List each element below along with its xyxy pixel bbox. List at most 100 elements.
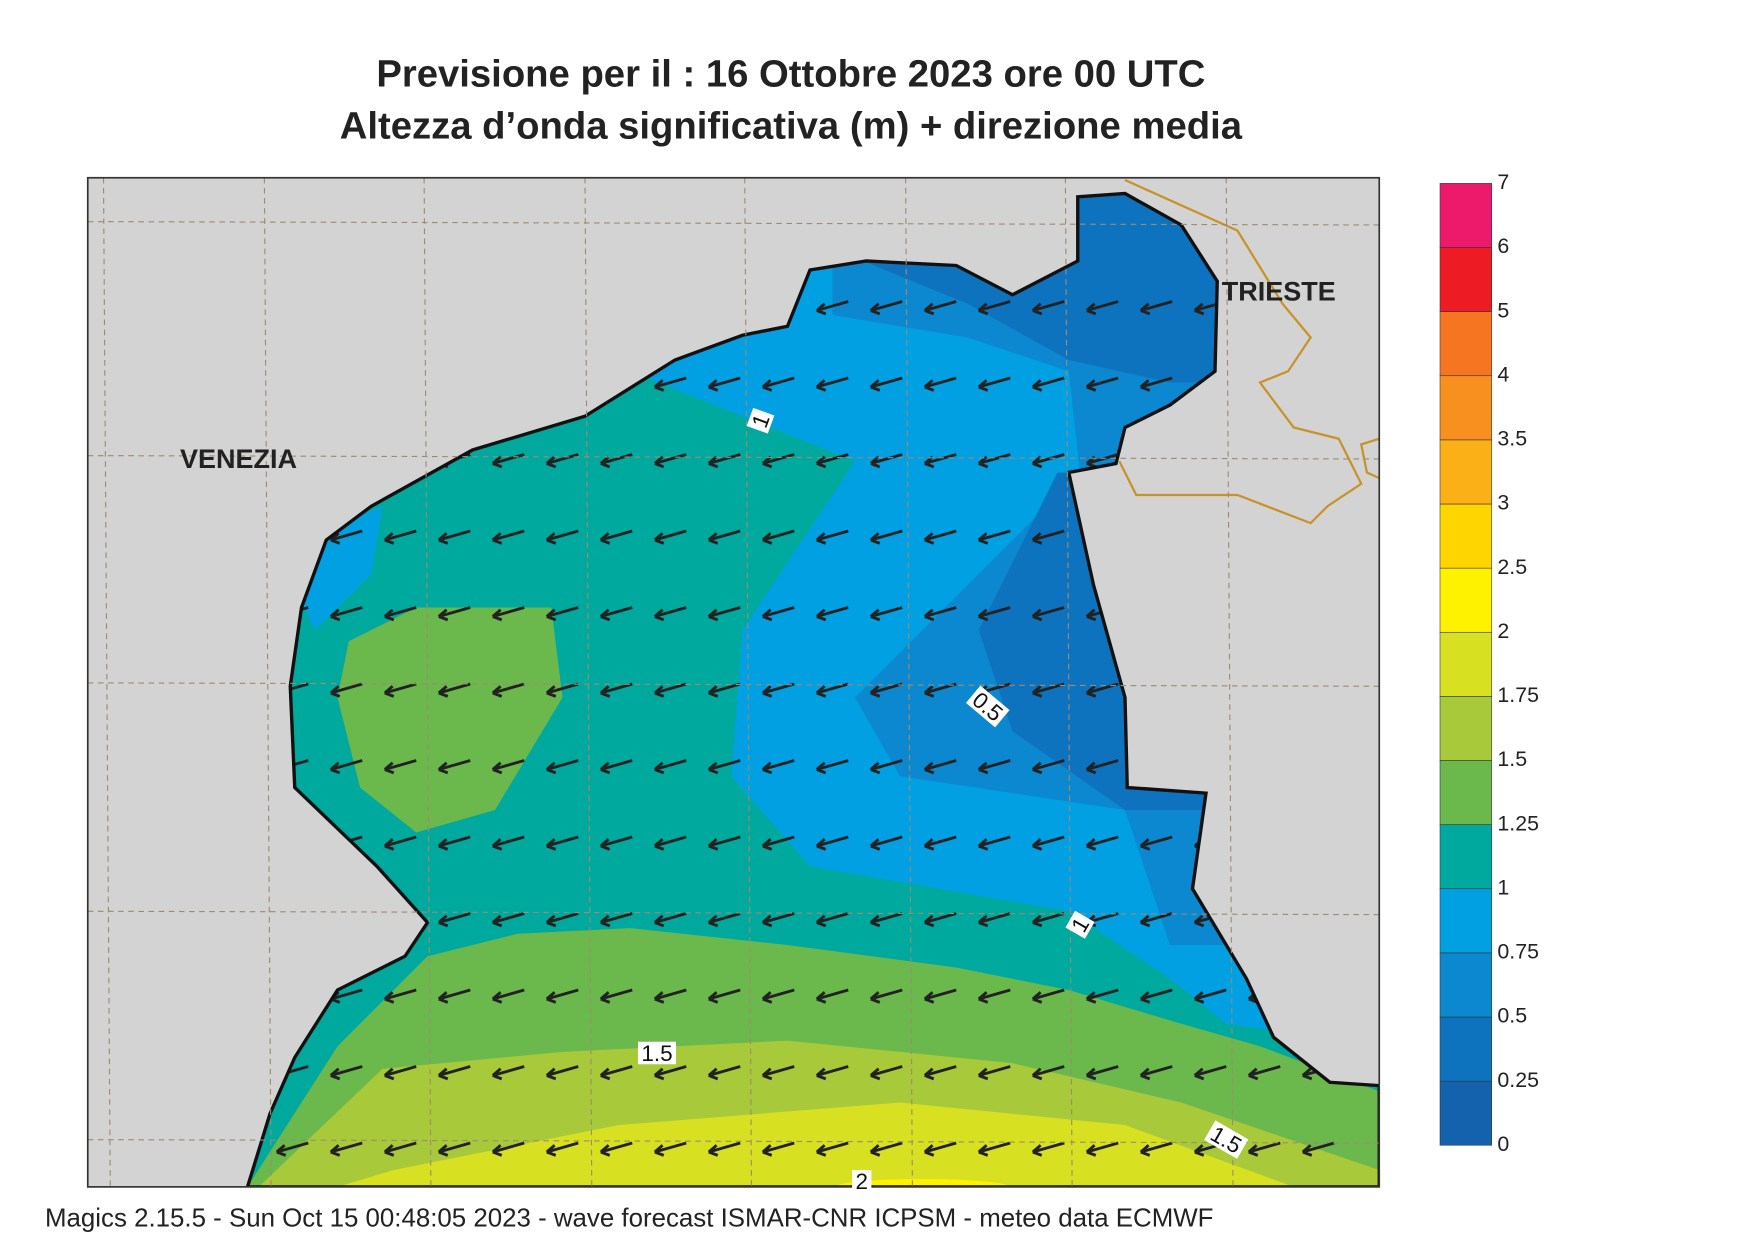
direction-arrow [491,606,525,622]
direction-arrow [869,988,903,1004]
colorbar-box [1439,631,1493,697]
colorbar-label: 1 [1497,875,1509,899]
graticule [905,177,913,1187]
direction-arrow [815,835,849,851]
direction-arrow [329,606,363,622]
footer: Magics 2.15.5 - Sun Oct 15 00:48:05 2023… [45,1204,1213,1232]
direction-arrow [599,1141,633,1157]
direction-arrow [491,529,525,545]
graticule [744,177,753,1187]
colorbar-label: 0.75 [1497,940,1539,964]
direction-arrow [653,376,687,392]
direction-arrow [1139,376,1173,392]
colorbar-label: 3 [1497,491,1509,515]
direction-arrow [923,376,957,392]
direction-arrow [815,606,849,622]
direction-arrow [977,453,1011,469]
colorbar-box [1439,1080,1493,1146]
contour-label-bg [746,407,775,434]
direction-arrow [1031,759,1065,775]
direction-arrow [707,376,741,392]
direction-arrow [869,376,903,392]
direction-arrow [653,912,687,928]
contour-label-bg [1065,910,1095,939]
contour-label-text: 1.5 [641,1041,672,1066]
direction-arrow [1301,1141,1335,1157]
contour-label: 1 [1065,910,1095,939]
direction-arrow [545,835,579,851]
direction-arrow [491,453,525,469]
direction-arrow [437,1141,471,1157]
contour-label-bg [637,1041,677,1065]
direction-arrow [545,529,579,545]
direction-arrow [599,835,633,851]
direction-arrow [1085,835,1119,851]
direction-arrow [707,988,741,1004]
direction-arrow [545,1065,579,1081]
contour-label: 2 [852,1169,872,1194]
direction-arrow [599,529,633,545]
direction-arrow [653,606,687,622]
direction-arrow [977,1141,1011,1157]
graticule [102,177,111,1187]
direction-arrow [923,529,957,545]
direction-arrow [1193,1065,1227,1081]
direction-arrow [437,835,471,851]
graticule [1225,177,1234,1187]
colorbar-box [1439,247,1493,312]
direction-arrow [653,1065,687,1081]
map-area [87,177,1380,1187]
direction-arrow [545,1141,579,1157]
direction-arrow [1247,1065,1281,1081]
direction-arrow [815,1065,849,1081]
direction-arrow [1193,988,1227,1004]
colorbar-label: 1.5 [1497,747,1527,771]
graticule [1064,177,1073,1187]
direction-arrow [869,759,903,775]
direction-arrow [977,912,1011,928]
colorbar-box [1439,183,1493,248]
direction-arrow [437,759,471,775]
direction-arrow [1031,1141,1065,1157]
direction-arrow [815,529,849,545]
direction-arrow [653,759,687,775]
colorbar-box [1439,696,1493,761]
direction-arrow [923,912,957,928]
direction-arrow [1031,376,1065,392]
direction-arrow [869,912,903,928]
colorbar-box [1439,311,1493,377]
direction-arrow [383,759,417,775]
direction-arrow [815,912,849,928]
direction-arrow [1139,1141,1173,1157]
direction-arrow [491,1065,525,1081]
direction-arrow [707,682,741,698]
direction-arrow [761,682,795,698]
colorbar-label: 0.5 [1497,1004,1527,1028]
direction-arrow [437,606,471,622]
direction-arrow [707,759,741,775]
direction-arrow [761,912,795,928]
direction-arrow [869,453,903,469]
direction-arrow [653,835,687,851]
direction-arrow [977,606,1011,622]
direction-arrow [1031,835,1065,851]
contour-label-bg [852,1170,872,1193]
direction-arrow [437,529,471,545]
direction-arrow [1031,682,1065,698]
direction-arrow [383,835,417,851]
direction-arrow [1031,1065,1065,1081]
direction-arrow [761,606,795,622]
direction-arrow [437,1065,471,1081]
graticule [87,455,1380,460]
direction-arrow [329,1065,363,1081]
direction-arrow [707,1141,741,1157]
direction-arrow [923,835,957,851]
direction-arrow [977,1065,1011,1081]
direction-arrow [977,376,1011,392]
direction-arrow [383,1065,417,1081]
direction-arrow [761,1065,795,1081]
direction-arrow [1085,988,1119,1004]
direction-arrow [923,606,957,622]
direction-arrow [1085,759,1119,775]
